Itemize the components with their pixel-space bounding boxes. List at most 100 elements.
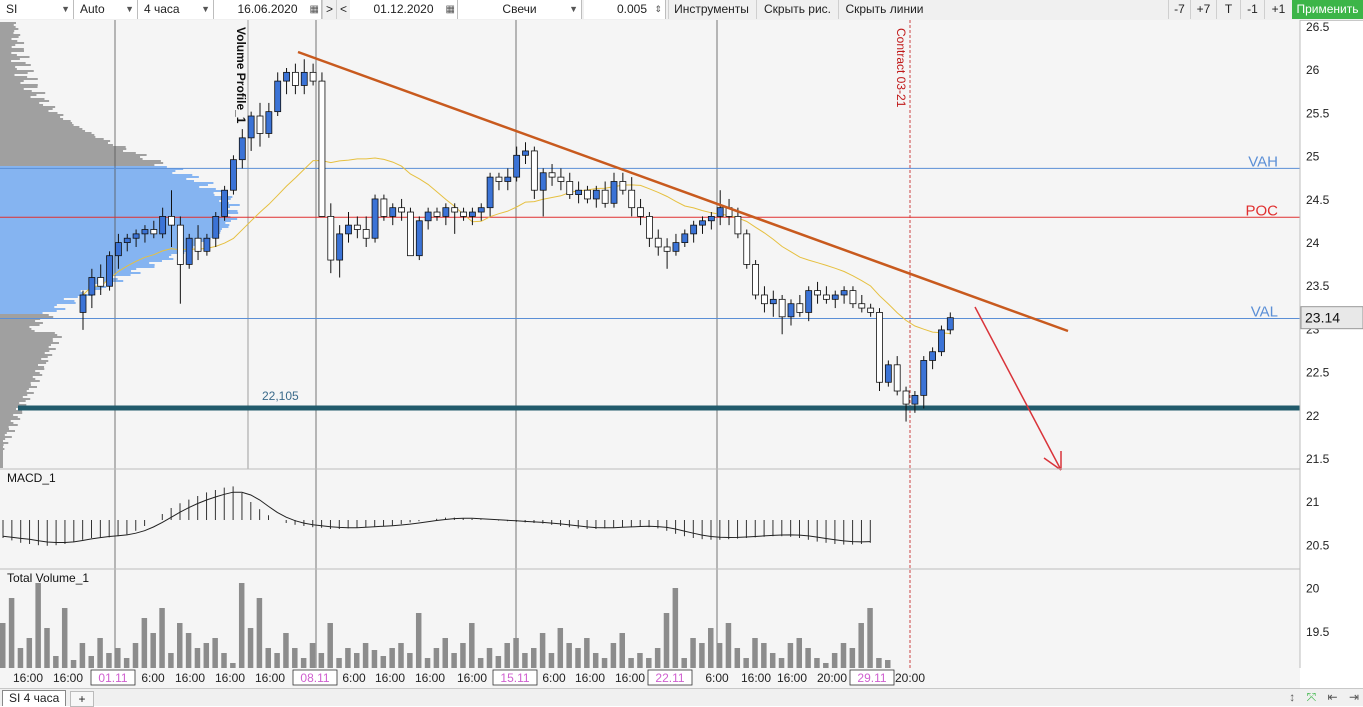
volume-bar	[336, 658, 342, 668]
profile-bar	[0, 248, 186, 250]
profile-bar	[0, 466, 3, 468]
profile-bar	[0, 236, 213, 238]
scroll-left-icon[interactable]: ⇤	[1327, 690, 1338, 704]
candle-body	[291, 71, 299, 86]
profile-bar	[0, 440, 3, 442]
time-axis[interactable]: 16:00 16:00 01.11 6:00 16:00 16:00 16:00 08.11 6…	[13, 669, 925, 686]
calendar-icon[interactable]: ▦	[309, 4, 319, 15]
date-label: 01.11	[98, 671, 127, 685]
profile-bar	[0, 176, 199, 178]
resize-icon[interactable]: ↕	[1289, 690, 1296, 704]
candle-body	[920, 360, 928, 396]
nav-prev-button[interactable]: >	[322, 0, 336, 19]
date-to-field[interactable]: 01.12.2020 ▦	[350, 0, 458, 19]
hide-lines-button[interactable]: Скрыть линии	[838, 0, 930, 19]
volume-bar	[221, 653, 227, 668]
profile-bar	[0, 94, 37, 96]
step-value: 0.005	[616, 2, 647, 16]
time-label: 16:00	[175, 671, 205, 685]
profile-bar	[0, 274, 131, 276]
volume-bar	[194, 648, 201, 668]
volume-bar	[115, 648, 121, 668]
profile-bar	[0, 412, 23, 414]
volume-bar	[610, 643, 617, 668]
profile-bar	[0, 280, 124, 282]
volume-bar	[469, 623, 475, 668]
volume-bar	[743, 658, 749, 668]
volume-bar	[8, 598, 15, 668]
minus1-button[interactable]: -1	[1240, 0, 1264, 19]
apply-button[interactable]: Применить	[1292, 0, 1363, 19]
support-label: 22,105	[262, 389, 299, 403]
date-from-field[interactable]: 16.06.2020 ▦	[214, 0, 322, 19]
volume-bar	[44, 628, 50, 668]
time-label: 16:00	[741, 671, 771, 685]
profile-bar	[0, 30, 15, 32]
profile-bar	[0, 202, 229, 204]
date-label: 29.11	[857, 671, 886, 685]
volume-bar	[398, 643, 404, 668]
profile-bar	[0, 150, 124, 152]
volume-bar	[752, 638, 758, 668]
profile-bar	[0, 144, 113, 146]
volume-profile	[0, 22, 240, 468]
plus7-button[interactable]: +7	[1190, 0, 1216, 19]
profile-bar	[0, 168, 184, 170]
spinner-icon[interactable]: ⇕	[654, 4, 662, 14]
volume-bar	[141, 618, 148, 668]
plus1-button[interactable]: +1	[1264, 0, 1292, 19]
profile-bar	[0, 212, 239, 214]
moving-average-line	[82, 157, 951, 335]
candle-body	[769, 298, 777, 305]
nav-next-button[interactable]: <	[336, 0, 350, 19]
step-field[interactable]: 0.005 ⇕	[584, 0, 666, 19]
volume-label: Total Volume_1	[7, 571, 89, 585]
profile-bar	[0, 82, 21, 84]
date-box	[849, 669, 895, 686]
volume-bar	[17, 648, 24, 668]
down-arrow[interactable]	[974, 306, 1062, 471]
profile-bar	[0, 164, 155, 166]
chart-type-select[interactable]: Свечи ▼	[458, 0, 582, 19]
trend-line[interactable]	[297, 50, 1069, 333]
t-button[interactable]: T	[1216, 0, 1240, 19]
price-chart[interactable]: VAH POC VAL 22,105 Volume Profile_1 Contrac…	[0, 20, 1363, 688]
chart-tab[interactable]: SI 4 часа	[2, 690, 67, 706]
date-box	[90, 669, 136, 686]
candle-body	[530, 150, 538, 191]
volume-bar	[274, 653, 280, 668]
timeframe-select[interactable]: 4 часа ▼	[138, 0, 214, 19]
chevron-down-icon: ▼	[125, 4, 134, 14]
minus7-button[interactable]: -7	[1168, 0, 1190, 19]
candle-body	[274, 80, 282, 113]
profile-bar	[0, 24, 14, 26]
fullscreen-icon[interactable]: ⤧	[1306, 690, 1317, 704]
mode-select[interactable]: Auto ▼	[74, 0, 138, 19]
profile-bar	[0, 344, 51, 346]
poc-label: POC	[1245, 202, 1278, 219]
profile-bar	[0, 438, 6, 440]
hide-drawings-button[interactable]: Скрыть рис.	[756, 0, 838, 19]
calendar-icon[interactable]: ▦	[445, 4, 455, 15]
scroll-right-icon[interactable]: ⇥	[1348, 690, 1359, 704]
candle-body	[840, 290, 848, 296]
volume-bar	[203, 643, 210, 668]
candle-body	[672, 242, 680, 252]
profile-bar	[0, 154, 147, 156]
candle-body	[619, 181, 627, 191]
volume-bar	[849, 648, 856, 668]
price-tick: 25	[1306, 150, 1320, 164]
profile-bar	[0, 266, 155, 268]
price-tick: 26	[1306, 63, 1320, 77]
profile-bar	[0, 54, 17, 56]
candle-body	[398, 207, 406, 213]
symbol-select[interactable]: SI ▼	[0, 0, 74, 19]
candle-body	[610, 181, 618, 204]
instruments-button[interactable]: Инструменты	[668, 0, 754, 19]
time-label: 16:00	[615, 671, 645, 685]
price-axis[interactable]: 26.52625.52524.52423.52322.52221.52120.5…	[1300, 20, 1363, 639]
candle-body	[787, 303, 795, 318]
volume-bar	[247, 628, 254, 668]
bottom-bar: SI 4 часа + ↕ ⤧ ⇤ ⇥	[0, 688, 1363, 707]
last-price-label: 23.14	[1305, 310, 1340, 326]
